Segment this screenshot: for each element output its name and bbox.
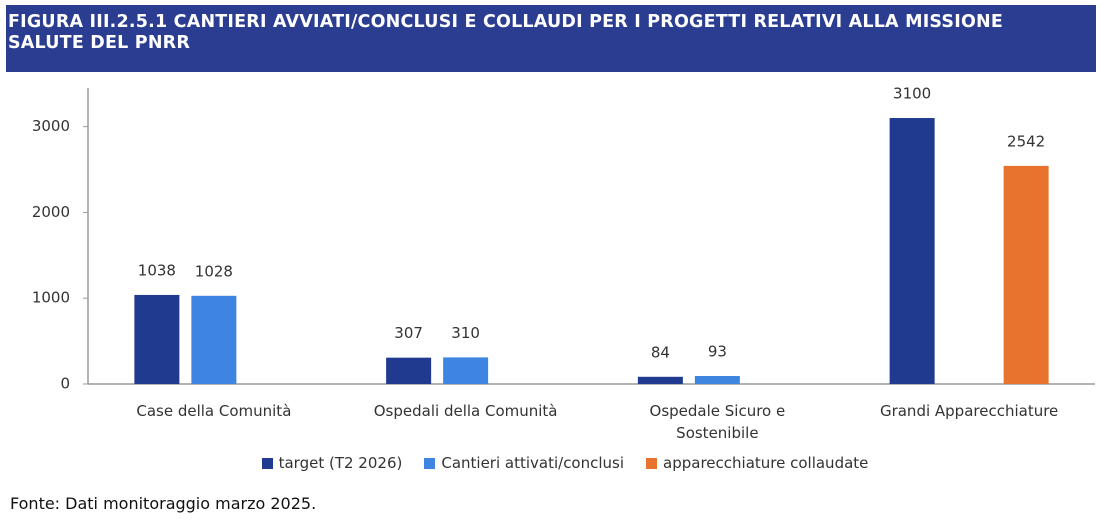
x-tick-label: Ospedale Sicuro e Sostenibile [649,402,786,442]
data-label: 1038 [138,261,176,279]
x-tick-label: Ospedali della Comunità [373,402,558,420]
legend-swatch [261,457,273,469]
legend-swatch [646,457,658,469]
x-tick-label: Case della Comunità [136,402,292,420]
bar [386,357,432,384]
legend-item: Cantieri attivati/conclusi [424,454,624,472]
y-tick-label: 0 [60,375,70,393]
data-label: 2542 [1007,132,1045,150]
bar [889,118,935,384]
legend-item: apparecchiature collaudate [646,454,868,472]
chart-title: FIGURA III.2.5.1 CANTIERI AVVIATI/CONCLU… [8,12,1004,53]
y-tick-label: 3000 [32,117,70,135]
title-banner [6,5,1096,72]
data-label: 1028 [195,262,233,280]
data-label: 307 [394,324,423,342]
legend-swatch [424,457,436,469]
bar [637,376,683,384]
source-note: Fonte: Dati monitoraggio marzo 2025. [10,494,317,513]
y-tick-label: 2000 [32,203,70,221]
legend: target (T2 2026) Cantieri attivati/conclu… [0,454,1102,472]
bar [134,294,180,384]
legend-label: apparecchiature collaudate [663,454,869,472]
data-label: 84 [651,343,670,361]
legend-label: Cantieri attivati/conclusi [441,454,625,472]
bar [191,295,237,384]
bar [1003,165,1049,384]
legend-label: target (T2 2026) [278,454,403,472]
data-label: 93 [708,343,727,361]
x-tick-label: Grandi Apparecchiature [879,402,1059,420]
data-label: 3100 [893,85,931,103]
legend-item: target (T2 2026) [261,454,403,472]
y-tick-label: 1000 [32,289,70,307]
data-label: 310 [451,324,480,342]
bar [443,357,489,384]
bar [694,376,740,384]
